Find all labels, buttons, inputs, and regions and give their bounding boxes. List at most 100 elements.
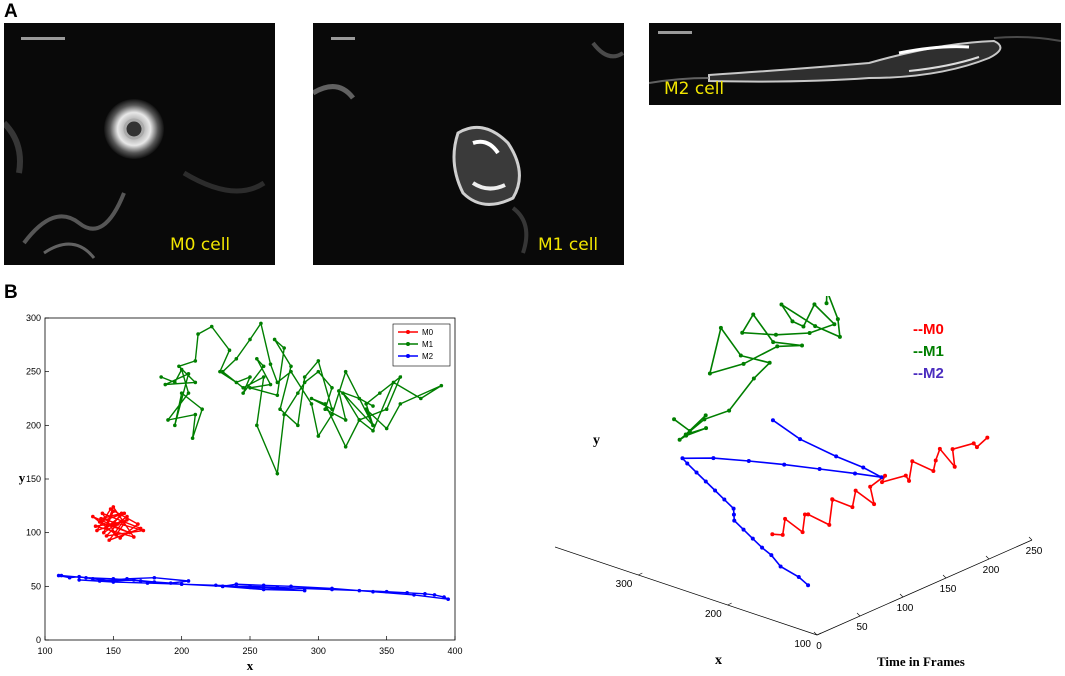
data-point-m1 <box>272 337 277 342</box>
data-point-m2 <box>357 588 362 593</box>
data-point-m1 <box>278 407 282 412</box>
data-point-m1 <box>234 356 239 361</box>
series-layer-3d <box>672 296 990 588</box>
x-tick-label: 350 <box>379 646 394 656</box>
m2-micrograph: M2 cell <box>649 23 1061 105</box>
data-point-m1 <box>357 396 362 401</box>
data-point-3d-m0 <box>950 447 955 452</box>
data-point-m0 <box>122 511 127 516</box>
data-point-m0 <box>132 535 136 539</box>
data-point-3d-m1 <box>807 330 812 335</box>
data-point-m2 <box>186 579 191 583</box>
data-point-m1 <box>227 348 232 352</box>
data-point-3d-m2 <box>713 488 718 493</box>
data-point-3d-m0 <box>974 445 979 450</box>
data-point-m1 <box>196 332 200 336</box>
data-point-3d-m2 <box>711 456 716 461</box>
data-point-m2 <box>179 582 184 586</box>
data-point-m0 <box>97 520 102 524</box>
data-point-m1 <box>248 385 252 390</box>
data-point-m1 <box>323 402 327 406</box>
time-tick-3d <box>942 574 947 579</box>
data-point-3d-m0 <box>827 522 832 527</box>
data-point-3d-m1 <box>727 408 732 413</box>
x-tick-label-3d: 200 <box>705 609 722 620</box>
data-point-3d-m2 <box>703 479 708 484</box>
data-point-m1 <box>323 407 327 412</box>
data-point-m1 <box>173 423 177 428</box>
data-point-3d-m0 <box>830 497 835 502</box>
data-point-3d-m1 <box>800 343 805 348</box>
data-point-3d-m1 <box>790 319 795 324</box>
data-point-3d-m1 <box>771 340 776 345</box>
data-point-m2 <box>111 580 116 584</box>
data-point-m2 <box>152 575 157 580</box>
data-point-3d-m2 <box>861 465 866 470</box>
data-point-3d-m0 <box>880 480 885 485</box>
data-point-3d-m1 <box>767 360 772 365</box>
data-point-m1 <box>282 346 286 350</box>
y-tick-label: 300 <box>26 313 41 323</box>
data-point-3d-m1 <box>672 417 677 422</box>
data-point-3d-m1 <box>703 413 708 418</box>
data-point-m2 <box>220 584 225 589</box>
data-point-3d-m2 <box>680 456 685 461</box>
data-point-3d-m1 <box>718 325 723 330</box>
data-point-3d-m0 <box>770 532 775 537</box>
series-line-3d-m0 <box>772 437 988 536</box>
data-point-m0 <box>125 514 129 519</box>
data-point-3d-m0 <box>910 459 915 464</box>
trajectory-3d-chart: 1002003004000501001502002500501001502002… <box>555 296 1043 669</box>
data-point-m0 <box>118 536 122 540</box>
data-point-m2 <box>77 578 81 582</box>
data-point-m0 <box>141 528 146 533</box>
time-tick-label-3d: 150 <box>940 584 957 595</box>
data-point-3d-m1 <box>773 332 778 337</box>
data-point-m1 <box>330 412 334 417</box>
data-point-3d-m1 <box>775 344 780 349</box>
data-point-m1 <box>275 393 280 398</box>
data-point-m1 <box>384 407 389 412</box>
data-point-m0 <box>138 526 143 531</box>
data-point-m1 <box>296 391 300 395</box>
x-tick-label-3d: 100 <box>794 639 811 650</box>
data-point-m2 <box>423 592 427 596</box>
m1-cell-label: M1 cell <box>538 235 599 255</box>
data-point-m1 <box>268 362 273 366</box>
data-point-m1 <box>341 391 345 395</box>
data-point-3d-m2 <box>879 475 884 480</box>
legend-marker-m1 <box>406 342 410 346</box>
data-point-3d-m1 <box>832 322 837 327</box>
data-point-3d-m1 <box>738 353 743 358</box>
data-point-m0 <box>127 530 132 535</box>
data-point-m1 <box>371 404 375 408</box>
legend-label-m0: M0 <box>422 328 434 337</box>
x-axis-3d <box>555 546 818 636</box>
data-point-m2 <box>371 589 375 594</box>
data-point-m1 <box>241 385 245 390</box>
data-point-3d-m2 <box>741 527 746 532</box>
data-point-3d-m1 <box>813 324 818 329</box>
data-point-m1 <box>343 418 348 422</box>
data-point-m1 <box>364 407 368 412</box>
data-point-m0 <box>104 525 109 530</box>
data-point-m2 <box>384 589 389 594</box>
trajectory-2d-chart: 100 150 200 250 300 350 400050100150200250300 … <box>19 313 463 673</box>
data-point-3d-m2 <box>778 564 783 569</box>
data-point-m2 <box>77 574 81 579</box>
data-point-3d-m0 <box>853 488 858 493</box>
data-point-3d-m2 <box>731 512 736 517</box>
x-tick-label-3d: 300 <box>616 579 633 590</box>
y-tick-label: 200 <box>26 420 41 430</box>
data-point-m2 <box>275 586 280 591</box>
data-point-m2 <box>84 575 88 580</box>
m2-cell-label: M2 cell <box>664 79 725 99</box>
data-point-m0 <box>107 538 112 542</box>
data-point-m2 <box>125 577 129 581</box>
data-point-m1 <box>209 324 214 329</box>
data-point-3d-m1 <box>824 301 829 306</box>
data-point-m2 <box>132 578 136 582</box>
data-point-m1 <box>296 423 300 428</box>
y-tick-label: 100 <box>26 528 41 538</box>
data-point-3d-m0 <box>903 473 908 478</box>
